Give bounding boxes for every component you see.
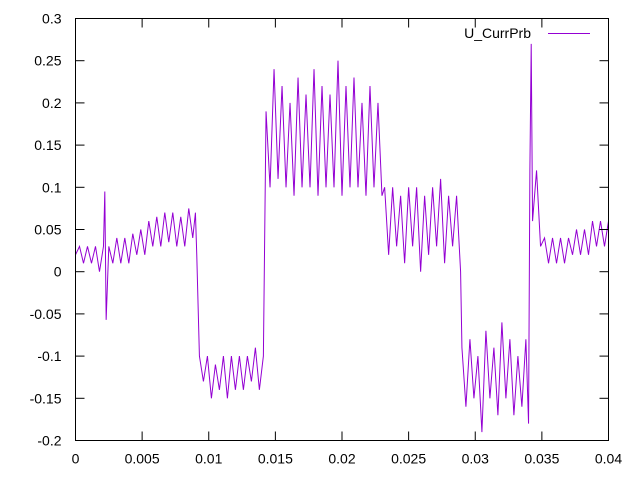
y-tick-label: 0.1: [42, 179, 62, 195]
x-tick-label: 0.025: [391, 451, 426, 467]
legend-label: U_CurrPrb: [464, 25, 531, 41]
y-tick-label: -0.05: [30, 306, 62, 322]
legend: U_CurrPrb: [464, 25, 590, 41]
y-tick-label: -0.1: [37, 348, 61, 364]
y-tick-label: 0.05: [34, 222, 61, 238]
y-tick-label: 0.3: [42, 11, 62, 27]
y-tick-label: 0.25: [34, 53, 61, 69]
series-layer: [75, 43, 609, 433]
x-tick-label: 0.02: [328, 451, 355, 467]
series-line-U_CurrPrb: [75, 43, 609, 433]
y-tick-label: 0.15: [34, 137, 61, 153]
x-tick-label: 0.04: [595, 451, 622, 467]
x-tick-label: 0.005: [125, 451, 160, 467]
x-tick-label: 0.035: [524, 451, 559, 467]
y-tick-label: 0.2: [42, 95, 62, 111]
x-tick-label: 0.01: [195, 451, 222, 467]
y-tick-label: 0: [54, 264, 62, 280]
y-tick-label: -0.15: [30, 390, 62, 406]
x-tick-label: 0.03: [462, 451, 489, 467]
y-tick-label: -0.2: [37, 433, 61, 449]
x-tick-label: 0.015: [258, 451, 293, 467]
x-tick-label: 0: [72, 451, 80, 467]
ticks-layer: 0 0.005 0.01 0.015 0.02 0.025 0.03 0.035 0.04 0.3…: [30, 11, 623, 467]
